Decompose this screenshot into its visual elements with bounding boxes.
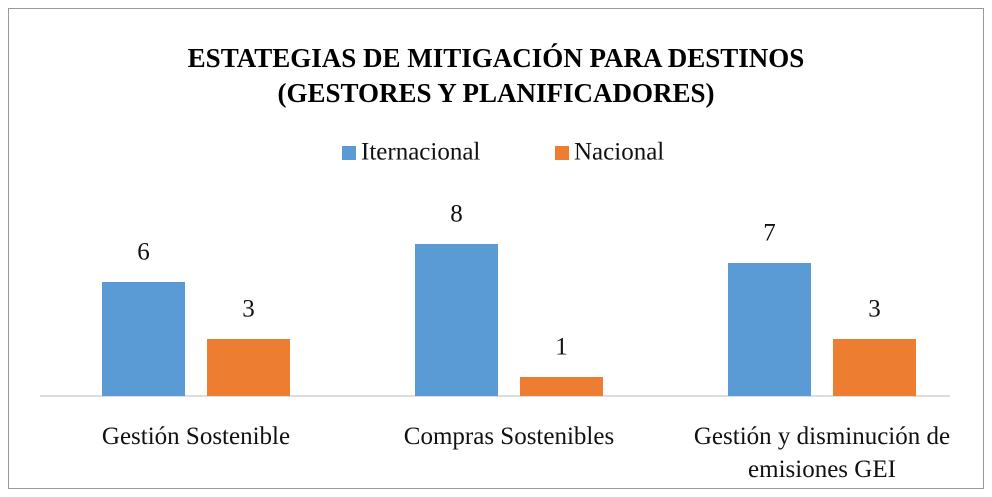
chart-title: ESTATEGIAS DE MITIGACIÓN PARA DESTINOS xyxy=(188,43,805,73)
x-tick-label: Gestión y disminución de emisiones GEI xyxy=(693,423,951,483)
chart-title: (GESTORES Y PLANIFICADORES) xyxy=(277,78,714,108)
x-tick-label: Compras Sostenibles xyxy=(403,423,615,450)
data-label: 3 xyxy=(242,296,255,323)
legend-swatch xyxy=(342,146,356,160)
bar xyxy=(833,339,916,396)
legend-label: Nacional xyxy=(574,139,664,166)
data-label: 3 xyxy=(868,296,881,323)
bar xyxy=(207,339,290,396)
bar xyxy=(728,263,811,396)
bar xyxy=(520,377,603,396)
bar xyxy=(102,282,185,396)
x-tick-label: Gestión Sostenible xyxy=(101,423,291,450)
data-label: 8 xyxy=(450,201,463,228)
data-label: 7 xyxy=(763,220,776,247)
legend-label: Iternacional xyxy=(361,139,480,166)
legend-swatch xyxy=(555,146,569,160)
data-label: 6 xyxy=(137,239,150,266)
data-label: 1 xyxy=(555,334,568,361)
bar xyxy=(415,244,498,396)
